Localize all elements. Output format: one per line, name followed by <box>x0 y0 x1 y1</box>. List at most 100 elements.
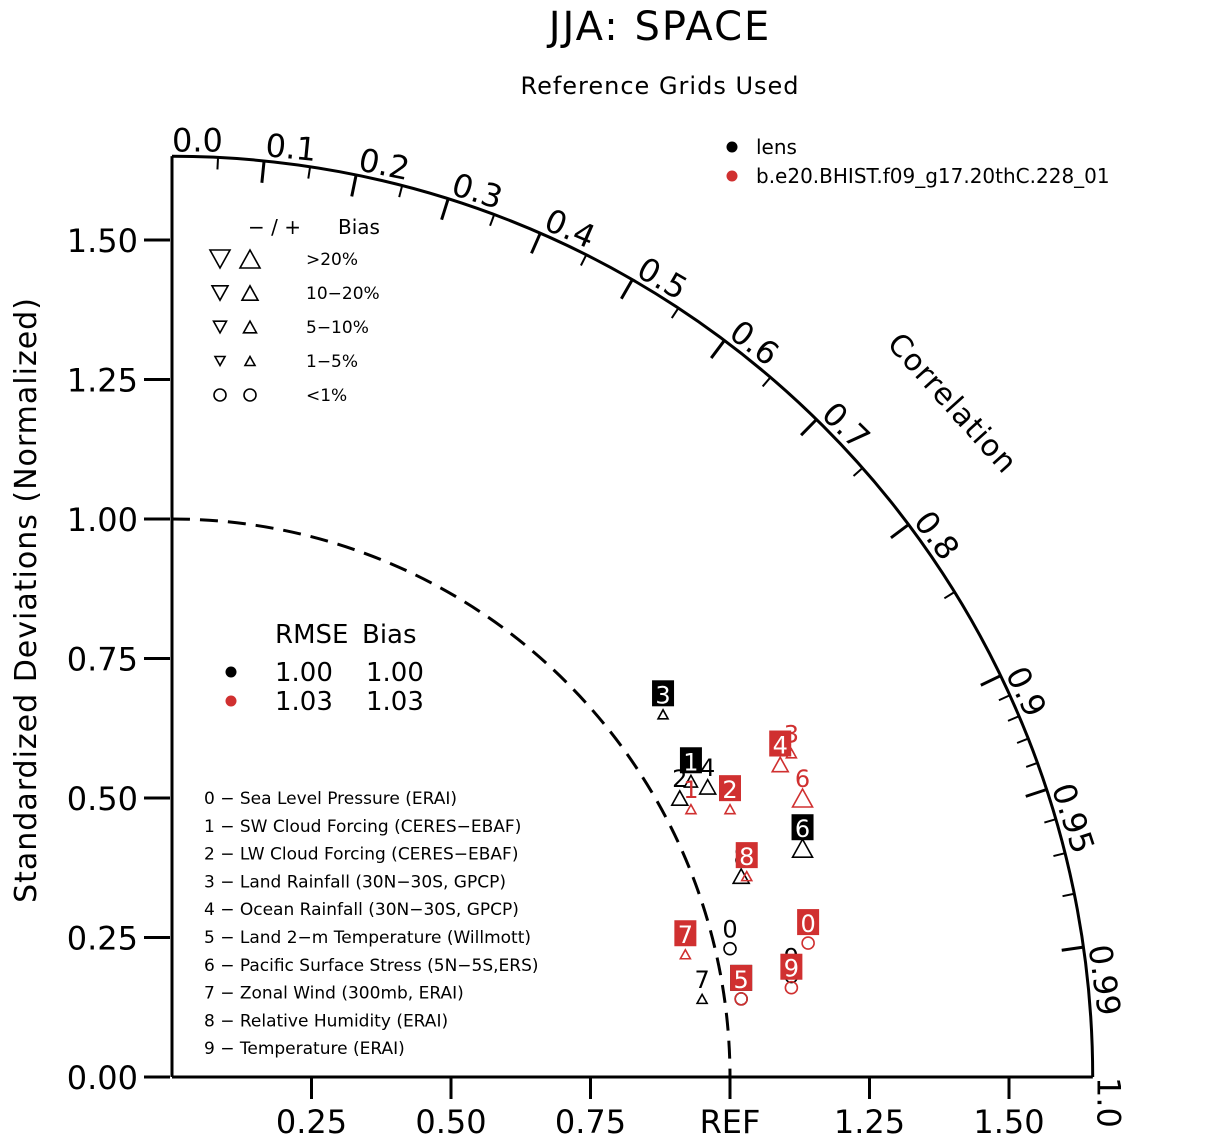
label-box-lens-1 <box>679 747 702 774</box>
variable-key: 0 − Sea Level Pressure (ERAI) 1 − SW Clou… <box>204 789 539 1059</box>
legend-dot-lens <box>726 141 738 153</box>
stats-bias-lens: 1.00 <box>366 658 424 688</box>
stats-rmse-case: 1.03 <box>275 687 333 717</box>
variable-key-item: 8 − Relative Humidity (ERAI) <box>204 1011 448 1031</box>
corr-tick-label: 0.6 <box>723 312 787 373</box>
reference-arc <box>171 517 732 1078</box>
marker-case-9 <box>784 980 799 995</box>
bias-legend-down-triangle <box>208 249 232 270</box>
variable-key-item: 3 − Land Rainfall (30N−30S, GPCP) <box>204 872 506 892</box>
label-box-case-4 <box>769 730 792 757</box>
corr-tick-label: 0.5 <box>631 249 694 307</box>
corr-minor-tick <box>1053 852 1066 858</box>
corr-tick-label: 0.95 <box>1044 779 1102 859</box>
corr-tick-label: 0.99 <box>1081 942 1129 1018</box>
label-lens-2: 2 <box>672 765 687 793</box>
corr-tick-label: 1.0 <box>1090 1077 1128 1128</box>
x-tick-label: REF <box>700 1103 761 1135</box>
marker-lens-3 <box>656 708 670 720</box>
marker-case-2 <box>723 803 737 815</box>
bias-legend-up-triangle <box>243 354 257 367</box>
x-tick-labels: 0.25 0.50 0.75 REF 1.25 1.50 <box>276 1103 1045 1135</box>
corr-minor-tick <box>761 376 772 388</box>
variable-key-item: 2 − LW Cloud Forcing (CERES−EBAF) <box>204 845 518 865</box>
label-case-9: 9 <box>784 955 799 983</box>
stats-dot-lens <box>225 666 237 678</box>
corr-minor-tick <box>852 467 864 477</box>
x-tick-label: 1.25 <box>834 1103 905 1135</box>
bias-legend-row-label: 5−10% <box>306 318 369 338</box>
corr-tick-label: 0.4 <box>539 201 601 256</box>
x-tick-label: 0.50 <box>415 1103 486 1135</box>
corr-tick-label: 0.2 <box>356 141 413 188</box>
marker-case-4 <box>770 755 790 773</box>
label-case-5: 5 <box>734 966 749 994</box>
y-tick-label: 0.50 <box>67 780 138 818</box>
bias-legend-up-triangle <box>242 319 258 334</box>
series-legend: lens b.e20.BHIST.f09_g17.20thC.228_01 <box>726 135 1110 188</box>
correlation-label: Correlation <box>880 326 1024 481</box>
corr-minor-tick <box>398 185 404 198</box>
corr-tick <box>350 174 358 197</box>
y-tick-label: 1.25 <box>67 362 138 400</box>
marker-case-1 <box>684 803 698 815</box>
variable-key-item: 7 − Zonal Wind (300mb, ERAI) <box>204 984 464 1004</box>
label-box-case-0 <box>797 909 820 936</box>
correlation-ticks: 0.0 0.1 0.2 0.3 0.4 0.5 0.6 0.7 0.8 0.9 0.95 0.99 1.… <box>170 121 1129 1128</box>
marker-case-5 <box>734 992 748 1006</box>
label-box-lens-3 <box>652 680 675 707</box>
corr-minor-tick <box>580 254 588 266</box>
label-case-2: 2 <box>722 776 737 804</box>
label-lens-1: 1 <box>683 748 698 776</box>
stats-header-rmse: RMSE <box>275 620 348 650</box>
label-box-case-8 <box>735 842 758 869</box>
legend-dot-case <box>726 170 738 182</box>
label-lens-0: 0 <box>722 916 737 944</box>
bias-legend-up-triangle <box>238 248 262 269</box>
stats-legend: RMSE Bias 1.00 1.00 1.03 1.03 <box>225 620 424 717</box>
marker-lens-1 <box>683 773 699 788</box>
marker-lens-2 <box>670 789 690 807</box>
bias-legend-down-triangle <box>210 284 230 302</box>
corr-tick <box>620 278 634 300</box>
corr-minor-tick <box>1062 892 1075 898</box>
corr-minor-tick <box>998 694 1011 702</box>
corr-minor-tick <box>489 214 496 227</box>
corr-tick-label: 0.0 <box>172 121 223 159</box>
bias-legend-down-triangle <box>213 355 227 368</box>
stats-bias-case: 1.03 <box>366 687 424 717</box>
label-box-case-2 <box>719 775 741 802</box>
label-box-lens-6 <box>791 814 814 841</box>
marker-case-6 <box>791 787 814 808</box>
bias-legend-down-triangle <box>212 320 228 335</box>
corr-tick-label: 0.3 <box>447 165 507 217</box>
x-tick-label: 0.75 <box>555 1103 626 1135</box>
label-case-7: 7 <box>678 921 693 949</box>
corr-minor-tick <box>1044 818 1057 824</box>
x-tick-label: 1.50 <box>973 1103 1044 1135</box>
label-case-0: 0 <box>800 910 815 938</box>
corr-tick <box>440 198 450 221</box>
bias-legend-symbols: − / + <box>248 215 301 239</box>
marker-lens-4 <box>698 777 718 795</box>
label-case-4: 4 <box>773 732 788 760</box>
corr-tick-label: 0.8 <box>906 504 967 568</box>
label-box-case-7 <box>674 920 697 947</box>
corr-minor-tick <box>1007 715 1020 722</box>
marker-lens-0 <box>723 941 737 956</box>
bias-legend-circle <box>213 388 227 402</box>
corr-minor-tick <box>216 157 220 170</box>
y-tick-label: 0.00 <box>67 1059 138 1097</box>
bias-legend-row-label: 1−5% <box>306 352 358 372</box>
y-tick-label: 1.50 <box>67 222 138 260</box>
variable-key-item: 0 − Sea Level Pressure (ERAI) <box>204 789 457 809</box>
legend-label-case: b.e20.BHIST.f09_g17.20thC.228_01 <box>756 164 1110 188</box>
label-lens-6: 6 <box>795 815 810 843</box>
label-case-8: 8 <box>739 843 754 871</box>
corr-minor-tick <box>1016 737 1029 744</box>
bias-legend-row-label: 10−20% <box>306 284 380 304</box>
x-tick-label: 0.25 <box>276 1103 347 1135</box>
stats-dot-case <box>225 695 237 707</box>
marker-case-8 <box>740 869 754 882</box>
